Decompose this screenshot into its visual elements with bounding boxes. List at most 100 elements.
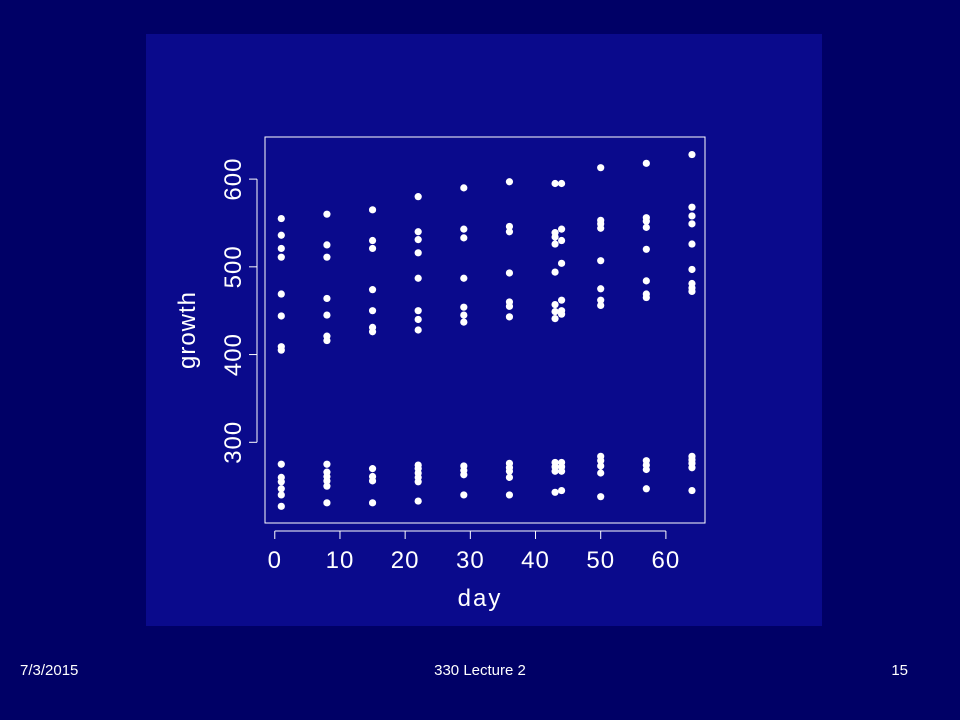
plot-frame bbox=[264, 136, 706, 524]
data-point bbox=[642, 485, 650, 493]
x-tick-label: 30 bbox=[456, 547, 485, 574]
plot-panel: 0 10 20 30 40 50 60 300 400 500 600 day growth bbox=[146, 34, 822, 626]
data-point bbox=[323, 460, 331, 468]
data-point bbox=[597, 457, 605, 465]
data-point bbox=[597, 296, 605, 304]
data-point bbox=[505, 473, 514, 481]
data-point bbox=[277, 346, 285, 354]
data-point bbox=[460, 318, 468, 326]
data-point bbox=[368, 328, 377, 336]
data-point bbox=[597, 462, 605, 470]
data-point bbox=[368, 499, 377, 507]
data-points bbox=[277, 150, 696, 510]
data-point bbox=[368, 286, 377, 294]
data-point bbox=[688, 212, 696, 220]
data-point bbox=[277, 244, 285, 253]
data-point bbox=[557, 486, 566, 495]
data-point bbox=[460, 491, 468, 499]
data-point bbox=[597, 257, 605, 265]
data-point bbox=[557, 225, 566, 233]
data-point bbox=[277, 214, 285, 223]
data-point bbox=[688, 464, 696, 472]
data-point bbox=[688, 265, 696, 274]
footer-page-number: 15 bbox=[891, 662, 908, 679]
data-point bbox=[414, 497, 422, 505]
data-point bbox=[642, 217, 650, 225]
y-tick-label: 300 bbox=[220, 421, 247, 464]
data-point bbox=[277, 491, 285, 499]
data-point bbox=[323, 477, 331, 485]
data-point bbox=[414, 249, 422, 257]
y-axis: 300 400 500 600 bbox=[220, 158, 258, 464]
data-point bbox=[597, 469, 605, 477]
data-point bbox=[460, 234, 468, 242]
data-point bbox=[368, 244, 377, 253]
data-point bbox=[557, 310, 566, 318]
data-point bbox=[551, 467, 559, 475]
data-point bbox=[414, 228, 422, 236]
x-tick-label: 10 bbox=[326, 547, 355, 574]
data-point bbox=[551, 240, 559, 248]
data-point bbox=[323, 253, 331, 261]
data-point bbox=[505, 467, 514, 475]
data-point bbox=[505, 228, 514, 236]
data-point bbox=[460, 471, 468, 479]
data-point bbox=[642, 293, 650, 302]
data-point bbox=[323, 241, 331, 249]
data-point bbox=[323, 336, 331, 345]
data-point bbox=[688, 203, 696, 211]
data-point bbox=[460, 184, 468, 192]
data-point bbox=[597, 224, 605, 232]
data-point bbox=[414, 307, 422, 315]
data-point bbox=[551, 179, 559, 188]
footer-title: 330 Lecture 2 bbox=[434, 662, 526, 679]
data-point bbox=[323, 294, 331, 303]
x-tick-label: 20 bbox=[391, 547, 420, 574]
x-axis-title: day bbox=[458, 585, 503, 612]
data-point bbox=[368, 307, 377, 315]
y-tick-label: 600 bbox=[220, 158, 247, 201]
data-point bbox=[323, 210, 331, 218]
data-point bbox=[551, 300, 559, 309]
data-point bbox=[277, 502, 285, 510]
y-tick-label: 500 bbox=[220, 245, 247, 288]
data-point bbox=[551, 314, 559, 323]
data-point bbox=[277, 231, 285, 239]
data-point bbox=[277, 312, 285, 320]
data-point bbox=[323, 311, 331, 319]
data-point bbox=[551, 307, 559, 316]
data-point bbox=[505, 178, 514, 186]
data-point bbox=[368, 206, 377, 214]
data-point bbox=[557, 296, 566, 304]
y-axis-title: growth bbox=[174, 291, 201, 369]
data-point bbox=[597, 301, 605, 310]
x-axis: 0 10 20 30 40 50 60 bbox=[268, 530, 681, 574]
data-point bbox=[551, 233, 559, 241]
x-tick-label: 40 bbox=[521, 547, 550, 574]
data-point bbox=[688, 486, 696, 495]
data-point bbox=[642, 245, 650, 253]
data-point bbox=[323, 499, 331, 507]
data-point bbox=[414, 478, 422, 486]
data-point bbox=[368, 465, 377, 473]
y-tick-label: 400 bbox=[220, 333, 247, 376]
data-point bbox=[323, 482, 331, 490]
data-point bbox=[368, 236, 377, 245]
x-tick-label: 60 bbox=[652, 547, 681, 574]
data-point bbox=[557, 259, 566, 267]
x-tick-label: 0 bbox=[268, 547, 282, 574]
data-point bbox=[414, 326, 422, 334]
data-point bbox=[597, 164, 605, 172]
data-point bbox=[551, 268, 559, 276]
data-point bbox=[642, 223, 650, 231]
data-point bbox=[505, 302, 514, 310]
data-point bbox=[505, 313, 514, 321]
data-point bbox=[642, 159, 650, 167]
data-point bbox=[505, 222, 514, 231]
data-point bbox=[642, 277, 650, 285]
data-point bbox=[505, 491, 514, 499]
data-point bbox=[597, 285, 605, 293]
x-tick-label: 50 bbox=[586, 547, 615, 574]
data-point bbox=[688, 240, 696, 248]
